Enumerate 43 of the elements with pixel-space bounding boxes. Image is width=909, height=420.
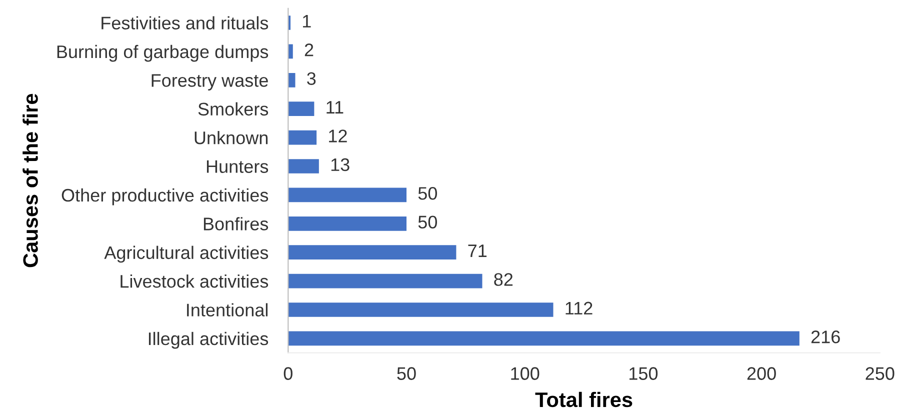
data-label: 50 <box>418 187 437 200</box>
y-tick-label: Burning of garbage dumps <box>57 44 268 62</box>
x-tick-label: 200 <box>747 367 776 380</box>
data-label: 13 <box>331 158 350 172</box>
y-tick-label: Agricultural activities <box>104 246 268 263</box>
y-tick-label: Illegal activities <box>148 332 268 349</box>
y-axis-title: Causes of the fire <box>22 94 38 268</box>
bar <box>288 302 554 317</box>
y-tick-label: Hunters <box>206 160 268 173</box>
data-label: 50 <box>418 216 437 228</box>
data-label: 11 <box>326 101 344 114</box>
data-label: 12 <box>329 130 347 142</box>
data-label: 2 <box>304 44 314 56</box>
bar <box>288 159 319 174</box>
data-label: 3 <box>307 72 316 85</box>
y-tick-label: Livestock activities <box>120 274 268 288</box>
bar <box>288 331 800 346</box>
x-tick-label: 0 <box>284 367 292 380</box>
bar <box>288 274 482 288</box>
y-tick-label: Festivities and rituals <box>102 16 268 30</box>
bar <box>288 216 407 231</box>
bar <box>288 130 317 145</box>
y-tick-label: Other productive activities <box>62 188 268 206</box>
bar <box>288 72 296 88</box>
data-label: 82 <box>494 273 513 286</box>
y-tick-label: Smokers <box>198 102 268 116</box>
bar <box>288 188 407 202</box>
x-tick-label: 100 <box>511 367 540 380</box>
x-tick-label: 250 <box>866 367 894 380</box>
bar <box>288 102 314 116</box>
y-tick-label: Intentional <box>187 303 268 316</box>
y-tick-label: Forestry waste <box>152 74 268 90</box>
data-label: 1 <box>303 14 311 28</box>
data-label: 216 <box>811 330 840 344</box>
x-tick-label: 150 <box>630 367 658 380</box>
data-label: 112 <box>566 302 592 314</box>
x-tick-label: 50 <box>397 367 416 380</box>
bar <box>288 44 293 59</box>
x-axis-title: Total fires <box>535 392 632 408</box>
data-label: 71 <box>468 244 487 258</box>
y-tick-label: Bonfires <box>204 217 268 230</box>
y-tick-label: Unknown <box>194 131 268 144</box>
bar <box>288 245 456 260</box>
